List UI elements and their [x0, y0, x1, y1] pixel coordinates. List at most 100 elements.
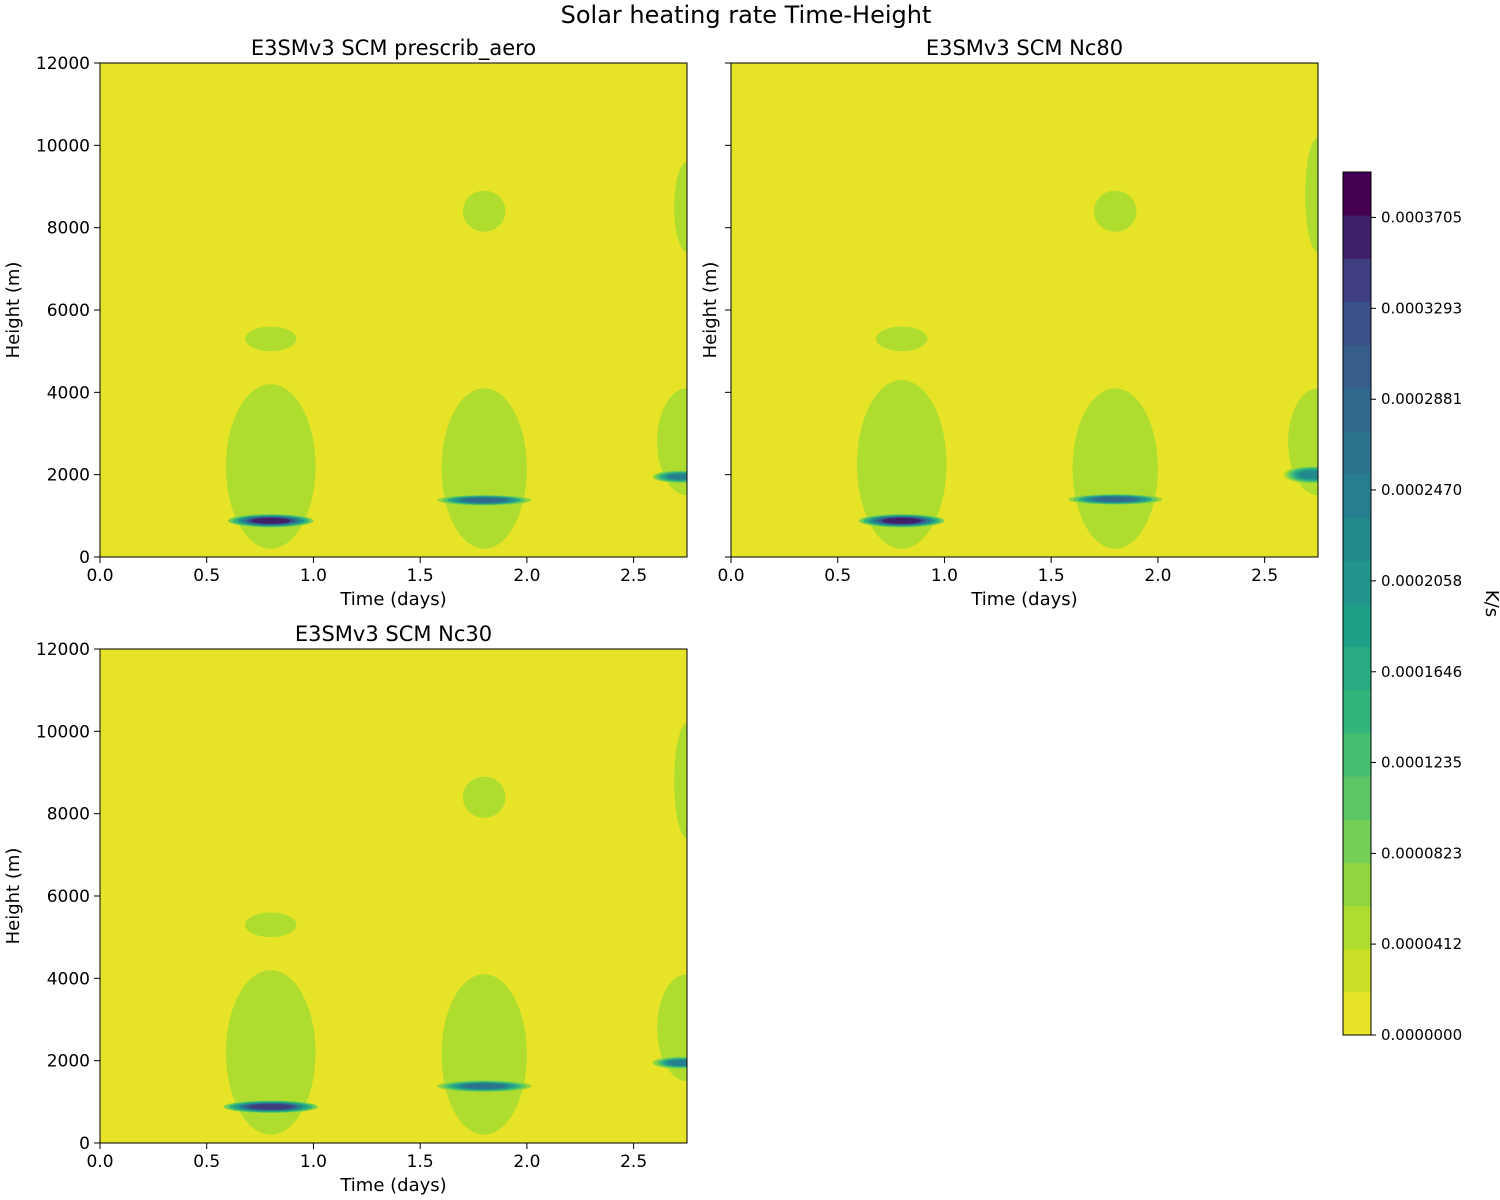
x-tick-label: 1.0 — [300, 1152, 327, 1172]
panel-3: E3SMv3 SCM Nc30 0.0 0.5 1.0 1.5 2.0 2.5 Time (d… — [3, 622, 688, 1196]
colorbar-band — [1343, 258, 1371, 302]
x-tick-label: 2.0 — [513, 1152, 540, 1172]
colorbar-band — [1343, 430, 1371, 475]
colorbar-tick-label: 0.0001646 — [1381, 663, 1462, 681]
contour-upper-layer — [674, 161, 687, 253]
colorbar-frame — [1342, 171, 1372, 1036]
y-tick-label: 6000 — [47, 301, 90, 321]
panel-title: E3SMv3 SCM Nc80 — [926, 36, 1123, 60]
y-tick-label: 8000 — [47, 219, 90, 239]
y-tick-label: 12000 — [36, 640, 90, 660]
colorbar-band — [1343, 301, 1371, 346]
panel-2: E3SMv3 SCM Nc80 0.0 0.5 1.0 1.5 2.0 2.5 Time (d… — [700, 36, 1319, 610]
y-axis-label: Height (m) — [3, 848, 24, 945]
contour-heating-core — [1298, 470, 1318, 479]
panel-1: E3SMv3 SCM prescrib_aero 0.0 0.5 1.0 1.5 2.0 2… — [3, 36, 688, 610]
contour-heating-core — [249, 1103, 293, 1110]
colorbar-band — [1343, 732, 1371, 777]
colorbar-band — [1343, 387, 1371, 432]
colorbar-band — [1343, 862, 1371, 907]
x-tick-label: 1.5 — [407, 1152, 434, 1172]
colorbar-band — [1343, 215, 1371, 259]
colorbar-band — [1343, 776, 1371, 820]
y-tick-label: 10000 — [36, 722, 90, 742]
contour-heating-core — [667, 473, 687, 480]
colorbar-tick-label: 0.0003705 — [1381, 208, 1462, 226]
y-tick-label: 0 — [79, 548, 90, 568]
x-tick-label: 0.0 — [86, 1152, 113, 1172]
x-tick-label: 1.5 — [1038, 566, 1065, 586]
colorbar-tick-label: 0.0002470 — [1381, 481, 1462, 499]
colorbar-tick-label: 0.0003293 — [1381, 299, 1462, 317]
y-tick-label: 2000 — [47, 1052, 90, 1072]
x-tick-label: 1.0 — [931, 566, 958, 586]
contour-heating-core — [882, 517, 922, 524]
contour-upper-layer — [245, 912, 297, 938]
contour-heating-core — [667, 1059, 687, 1066]
y-tick-label: 2000 — [47, 466, 90, 486]
plot-background — [100, 649, 687, 1143]
x-tick-label: 2.0 — [1144, 566, 1171, 586]
x-tick-label: 0.5 — [824, 566, 851, 586]
y-tick-label: 4000 — [47, 383, 90, 403]
y-axis-label: Height (m) — [3, 262, 24, 359]
x-axis-label: Time (days) — [970, 589, 1077, 610]
y-tick-label: 6000 — [47, 887, 90, 907]
colorbar-band — [1343, 560, 1371, 604]
colorbar-band — [1343, 603, 1371, 648]
contour-upper-layer — [1093, 190, 1137, 232]
contour-heating-core — [1093, 496, 1137, 502]
contour-upper-layer — [674, 723, 687, 839]
x-tick-label: 0.5 — [193, 1152, 220, 1172]
colorbar-band — [1343, 991, 1371, 1036]
x-tick-label: 1.0 — [300, 566, 327, 586]
contour-fields — [223, 723, 687, 1135]
x-axis-label: Time (days) — [339, 589, 446, 610]
contour-fields — [225, 161, 687, 549]
plot-background — [100, 63, 687, 557]
colorbar-band — [1343, 819, 1371, 863]
colorbar-band — [1343, 948, 1371, 993]
y-tick-label: 8000 — [47, 805, 90, 825]
contour-inner-pocket — [246, 454, 296, 487]
colorbar-tick-label: 0.0000823 — [1381, 844, 1462, 862]
contour-upper-layer — [245, 326, 297, 352]
contour-heating-core — [251, 517, 291, 524]
x-tick-label: 2.0 — [513, 566, 540, 586]
figure-title: Solar heating rate Time-Height — [561, 1, 932, 29]
x-tick-label: 0.0 — [717, 566, 744, 586]
x-tick-label: 2.5 — [620, 1152, 647, 1172]
y-tick-label: 10000 — [36, 136, 90, 156]
contour-upper-layer — [462, 190, 506, 232]
x-tick-label: 2.5 — [1251, 566, 1278, 586]
colorbar: 0.0000000 0.0000412 0.0000823 0.0001235 0.00… — [1342, 171, 1500, 1044]
colorbar-tick-label: 0.0001235 — [1381, 753, 1462, 771]
colorbar-band — [1343, 172, 1371, 216]
x-axis-label: Time (days) — [339, 1175, 446, 1196]
contour-upper-layer — [876, 326, 928, 352]
colorbar-tick-label: 0.0000412 — [1381, 935, 1462, 953]
colorbar-label: K/s — [1481, 590, 1500, 617]
x-tick-label: 2.5 — [620, 566, 647, 586]
colorbar-tick-label: 0.0002881 — [1381, 390, 1462, 408]
contour-fields — [856, 137, 1318, 549]
y-tick-label: 12000 — [36, 54, 90, 74]
x-tick-label: 1.5 — [407, 566, 434, 586]
contour-inner-pocket — [1091, 454, 1139, 487]
x-tick-label: 0.5 — [193, 566, 220, 586]
colorbar-band — [1343, 646, 1371, 691]
contour-inner-pocket — [877, 454, 927, 487]
colorbar-band — [1343, 517, 1371, 561]
contour-heating-core — [462, 1083, 506, 1089]
contour-inner-pocket — [246, 1040, 296, 1073]
colorbar-band — [1343, 689, 1371, 734]
colorbar-tick-label: 0.0002058 — [1381, 572, 1462, 590]
colorbar-band — [1343, 344, 1371, 389]
contour-inner-pocket — [460, 454, 508, 487]
contour-inner-pocket — [460, 1040, 508, 1073]
contour-upper-layer — [1305, 137, 1318, 253]
contour-heating-core — [462, 497, 506, 503]
y-tick-label: 4000 — [47, 969, 90, 989]
colorbar-tick-label: 0.0000000 — [1381, 1026, 1462, 1044]
